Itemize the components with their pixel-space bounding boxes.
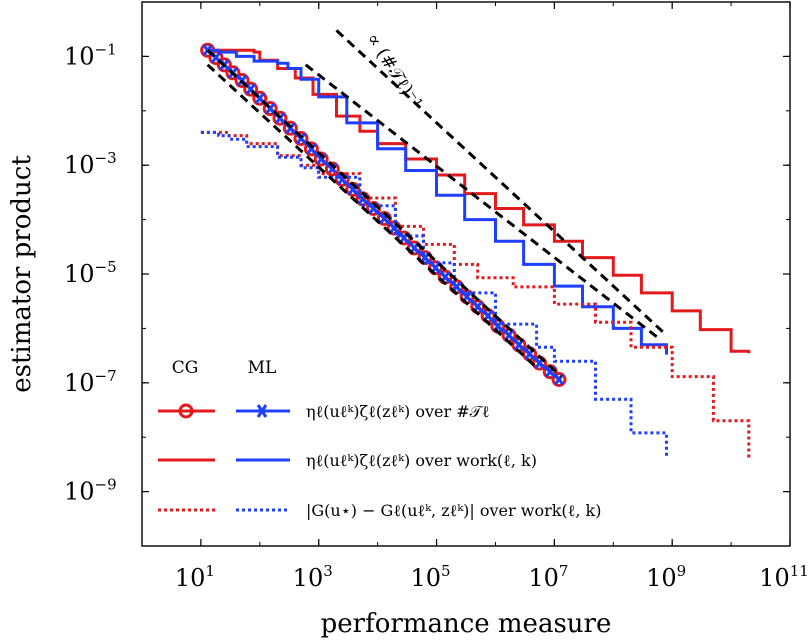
- series-line-ml-solid: [208, 50, 667, 354]
- legend-header-cg: CG: [172, 358, 199, 378]
- series-line-reference-dashed: [208, 65, 537, 368]
- y-tick-label: 10−5: [64, 258, 117, 288]
- y-tick-label: 10−3: [64, 149, 117, 179]
- x-tick-label: 1011: [759, 562, 809, 592]
- y-tick-label: 10−7: [64, 367, 117, 397]
- legend-label-row-3: |G(u⋆) − Gℓ(uℓᵏ, zℓᵏ)| over work(ℓ, k): [306, 501, 601, 520]
- legend: CG ML ηℓ(uℓᵏ)ζℓ(zℓᵏ) over #𝒯ℓ ηℓ(uℓᵏ)ζℓ(…: [158, 358, 601, 520]
- ml-marker-point: [555, 374, 563, 384]
- legend-header-ml: ML: [248, 358, 277, 378]
- slope-annotation: ∝ (#𝒯ℓ)⁻¹: [362, 29, 427, 113]
- x-tick-label: 109: [646, 562, 686, 592]
- x-axis-label: performance measure: [321, 609, 612, 639]
- series-layer: [201, 30, 749, 458]
- y-tick-label: 10−9: [64, 476, 117, 506]
- x-tick-label: 105: [410, 562, 450, 592]
- y-axis-label: estimator product: [7, 155, 37, 393]
- x-tick-label: 107: [528, 562, 568, 592]
- x-tick-label: 101: [175, 562, 215, 592]
- x-tick-label: 103: [293, 562, 333, 592]
- y-tick-label: 10−1: [64, 40, 117, 70]
- legend-label-row-2: ηℓ(uℓᵏ)ζℓ(zℓᵏ) over work(ℓ, k): [306, 451, 537, 470]
- legend-label-row-1: ηℓ(uℓᵏ)ζℓ(zℓᵏ) over #𝒯ℓ: [306, 402, 490, 421]
